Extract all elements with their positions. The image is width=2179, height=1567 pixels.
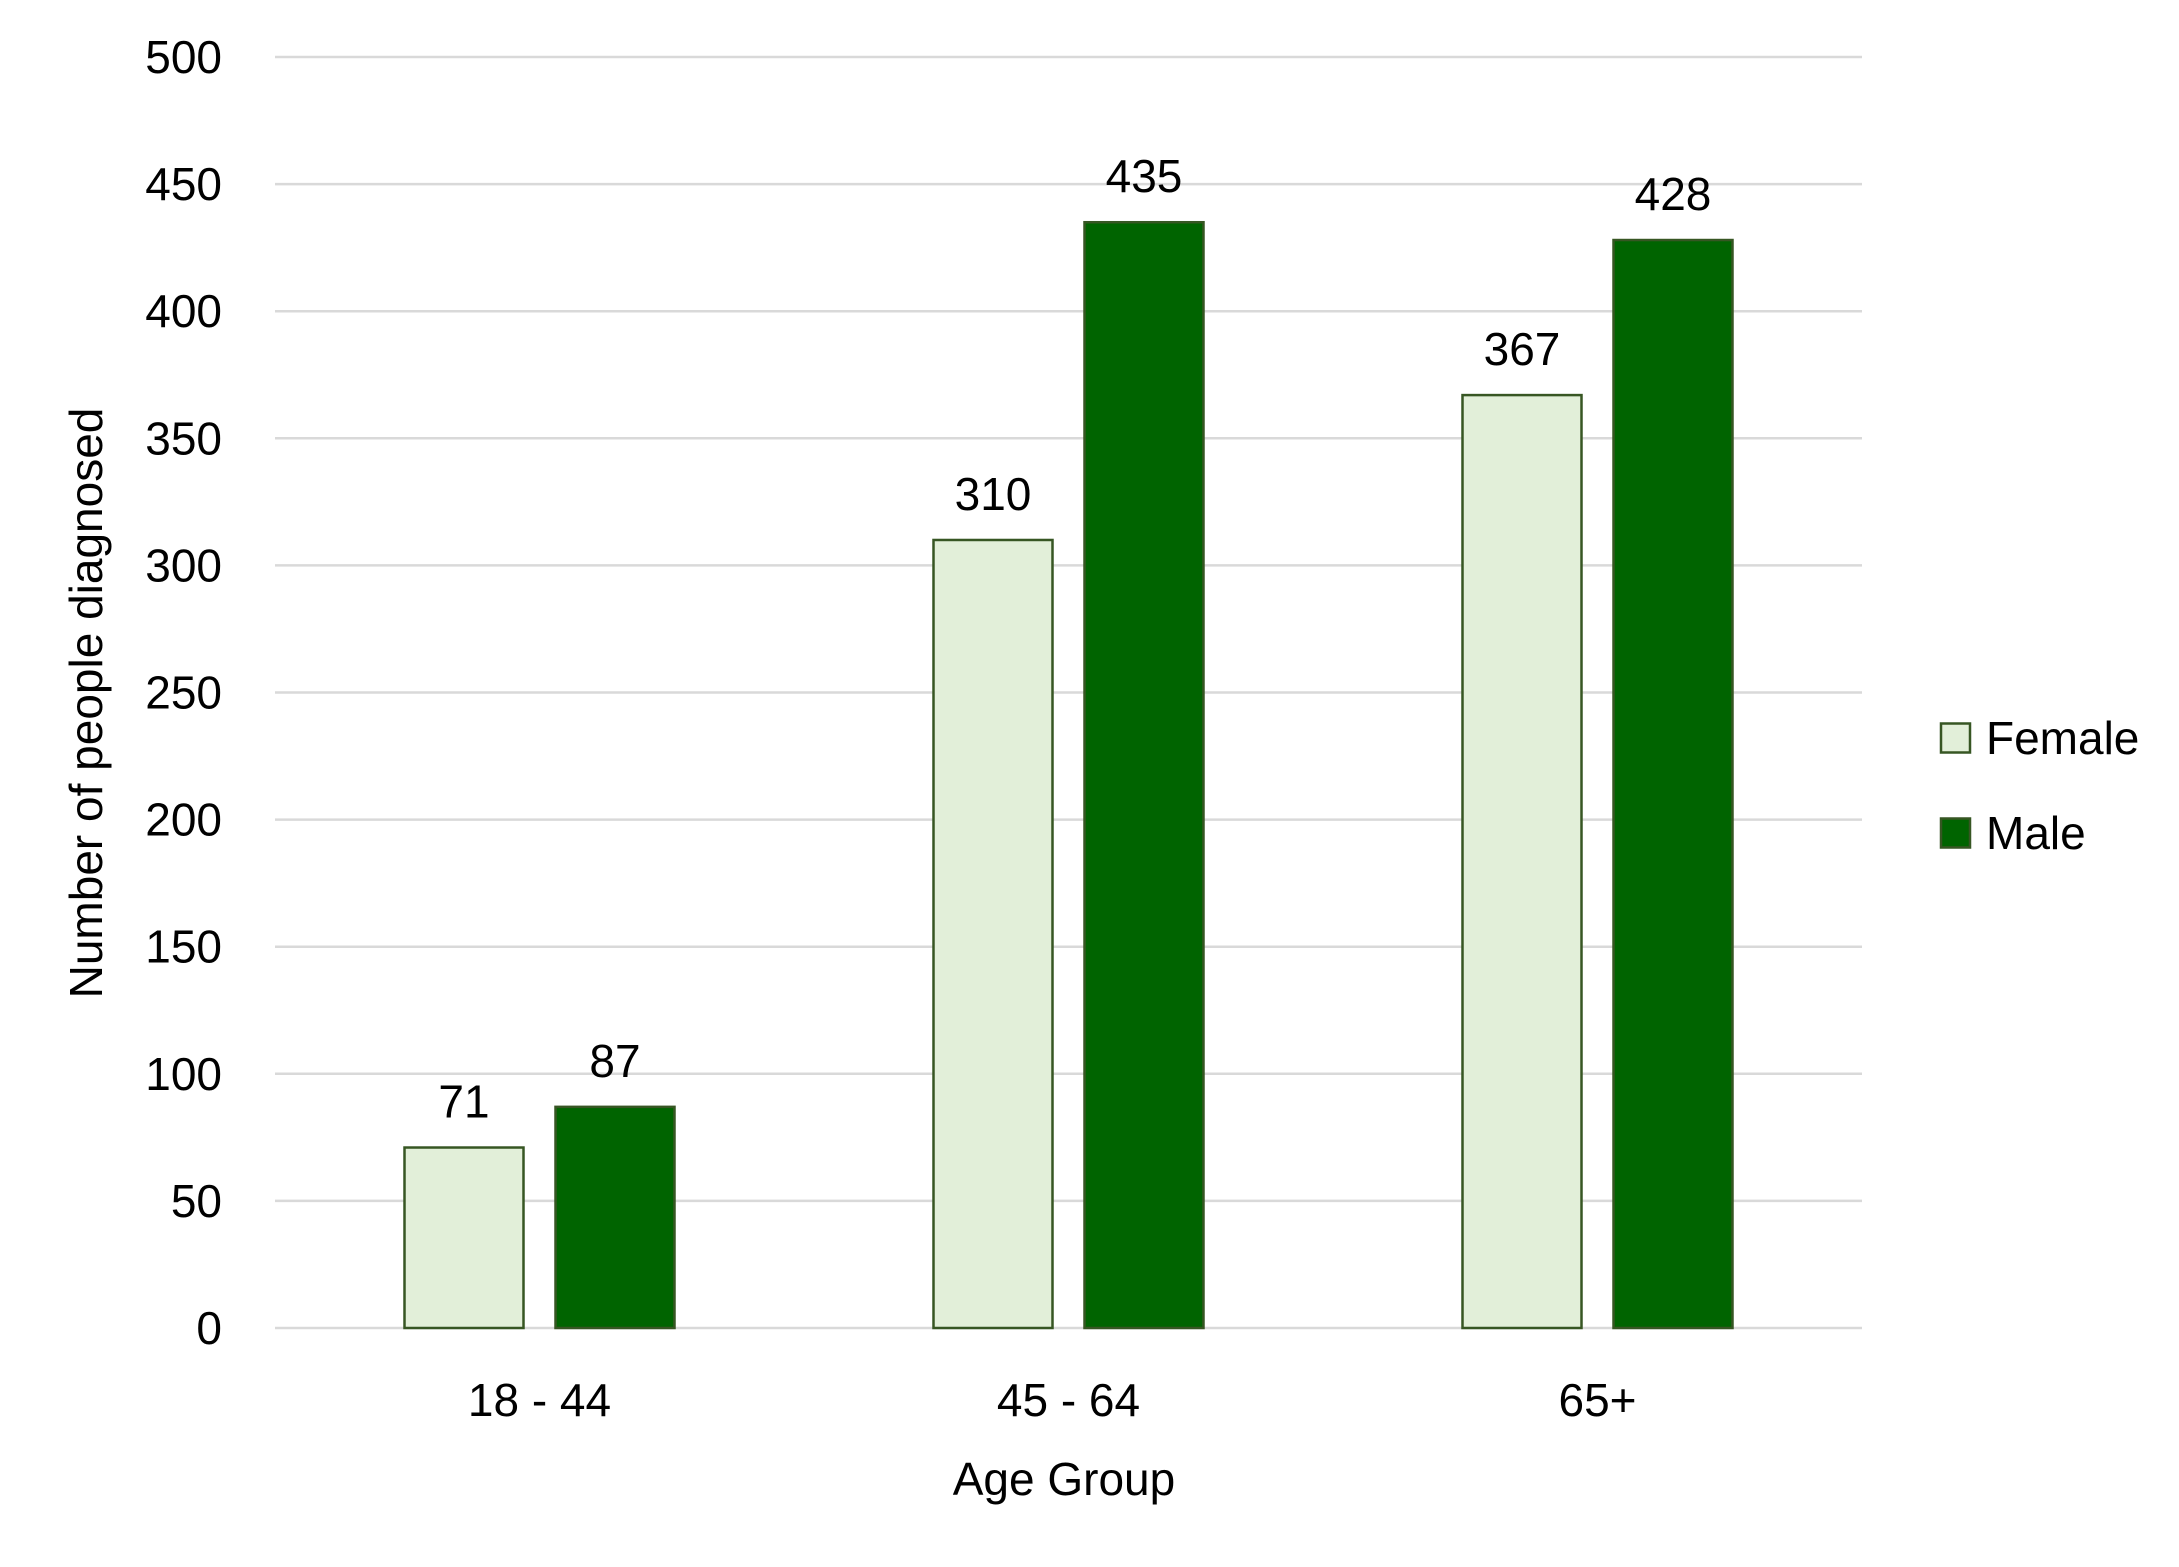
y-axis-title: Number of people diagnosed [60, 408, 112, 999]
data-label: 310 [955, 468, 1032, 520]
x-axis-ticks: 18 - 44 45 - 64 65+ [468, 1374, 1637, 1426]
y-tick-label: 150 [145, 921, 222, 973]
y-tick-label: 50 [171, 1175, 222, 1227]
y-tick-label: 250 [145, 667, 222, 719]
x-axis-title: Age Group [953, 1453, 1175, 1505]
data-label: 87 [589, 1035, 640, 1087]
legend-label-female: Female [1986, 712, 2139, 764]
y-tick-label: 350 [145, 412, 222, 464]
gridlines [275, 55, 1862, 1330]
y-tick-label: 200 [145, 794, 222, 846]
bar-male-2 [1612, 238, 1734, 1330]
y-tick-label: 0 [196, 1302, 222, 1354]
legend-label-male: Male [1986, 807, 2086, 859]
y-tick-label: 500 [145, 31, 222, 83]
x-tick-label: 18 - 44 [468, 1374, 611, 1426]
legend: Female Male [1939, 712, 2139, 859]
y-tick-label: 450 [145, 158, 222, 210]
y-axis-ticks: 0 50 100 150 200 250 300 350 400 450 500 [145, 31, 222, 1354]
y-tick-label: 400 [145, 285, 222, 337]
legend-swatch-female [1939, 722, 1972, 754]
y-tick-label: 100 [145, 1048, 222, 1100]
legend-swatch-male [1939, 817, 1972, 849]
bar-female-0 [403, 1146, 525, 1330]
data-label: 428 [1635, 168, 1712, 220]
data-label: 435 [1106, 150, 1183, 202]
data-label: 71 [438, 1076, 489, 1128]
data-labels: 71 87 310 435 367 428 [438, 150, 1711, 1127]
bar-male-0 [554, 1105, 676, 1330]
x-tick-label: 45 - 64 [997, 1374, 1140, 1426]
bars [403, 220, 1734, 1330]
x-tick-label: 65+ [1558, 1374, 1636, 1426]
bar-male-1 [1083, 220, 1205, 1330]
y-tick-label: 300 [145, 539, 222, 591]
bar-female-2 [1461, 393, 1583, 1330]
data-label: 367 [1484, 323, 1561, 375]
bar-female-1 [932, 538, 1054, 1330]
